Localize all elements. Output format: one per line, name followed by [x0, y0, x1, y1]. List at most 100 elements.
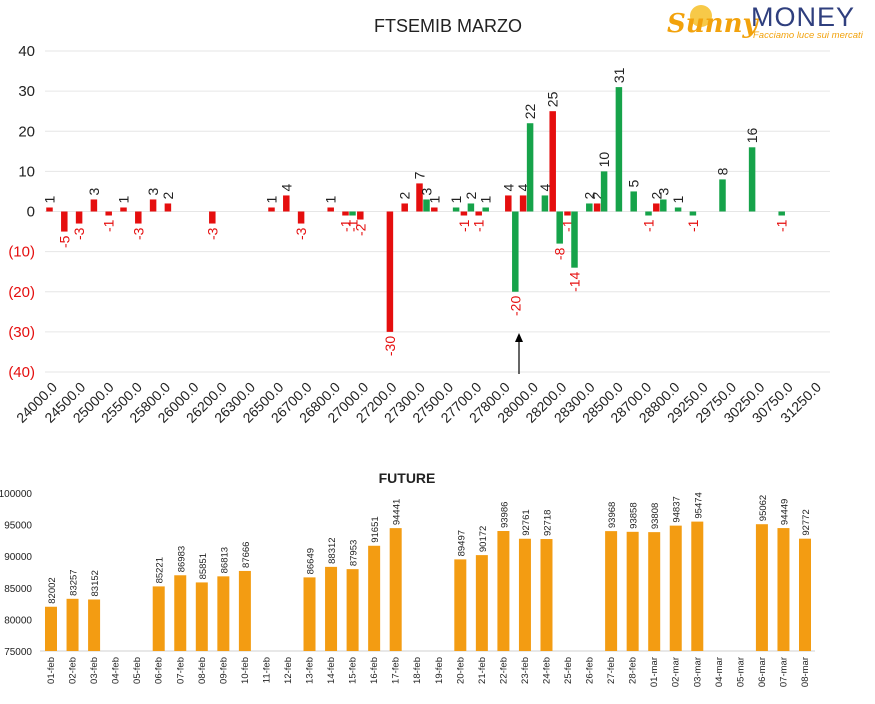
data-label: 2 — [397, 191, 413, 199]
bar-red — [297, 211, 305, 224]
x-tick-label: 03-feb — [89, 657, 100, 684]
y-tick-label: 10 — [18, 163, 35, 180]
data-label: 83152 — [90, 570, 101, 596]
bar-future — [389, 528, 402, 651]
x-tick-label: 06-mar — [757, 657, 768, 687]
x-tick-label: 18-feb — [412, 657, 423, 684]
x-tick-label: 02-mar — [671, 657, 682, 687]
x-tick-label: 19-feb — [434, 657, 445, 684]
bar-green — [452, 207, 460, 212]
data-label: 1 — [42, 195, 58, 203]
x-tick-label: 10-feb — [240, 657, 251, 684]
bar-red — [505, 195, 512, 212]
data-label: 1 — [448, 195, 464, 203]
bar-future — [45, 606, 57, 651]
y-tick-label: 20 — [18, 123, 35, 140]
logo-brand-sunny: Sunny — [667, 9, 759, 39]
y-tick-label: 40 — [18, 43, 35, 60]
bar-red — [357, 211, 364, 220]
data-label: 25 — [545, 91, 561, 107]
bar-green — [615, 87, 623, 212]
logo-brand-money: MONEY — [751, 2, 855, 32]
options-chart: FTSEMIB MARZO 40 30 20 10 0 (10) (20) (30) (40) 1 -… — [8, 16, 830, 426]
bar-future — [174, 575, 187, 651]
bar-red — [75, 211, 83, 224]
data-label: 93808 — [650, 503, 661, 529]
bar-green — [660, 199, 667, 212]
bar-red — [283, 195, 290, 212]
bar-future — [368, 545, 381, 651]
data-label: -30 — [382, 336, 398, 356]
x-tick-label: 25-feb — [563, 657, 574, 684]
data-label: -5 — [56, 235, 72, 248]
bar-green — [719, 179, 726, 212]
data-label: 1 — [426, 195, 442, 203]
data-label: 3 — [419, 187, 435, 195]
x-tick-label: 07-mar — [778, 657, 789, 687]
x-tick-label: 07-feb — [175, 657, 186, 684]
data-label: 8 — [715, 167, 731, 175]
data-label: 85221 — [155, 557, 166, 583]
bar-red — [61, 211, 68, 232]
data-label: 86983 — [176, 546, 187, 572]
bar-red — [564, 211, 571, 216]
x-tick-label: 17-feb — [391, 657, 402, 684]
data-label: 86649 — [306, 548, 317, 574]
bar-future — [88, 599, 101, 651]
data-label: 3 — [86, 187, 102, 195]
bar-future — [195, 582, 208, 651]
data-label: 93968 — [607, 502, 618, 528]
chart-title: FTSEMIB MARZO — [374, 16, 522, 36]
data-label: 2 — [648, 191, 664, 199]
bar-future — [518, 538, 531, 651]
bar-future — [454, 559, 467, 651]
x-tick-label: 05-mar — [735, 657, 746, 687]
bar-future — [626, 531, 639, 651]
bar-green — [630, 191, 637, 212]
x-tick-label: 02-feb — [68, 657, 79, 684]
bar-red — [46, 207, 53, 212]
x-tick-label: 01-feb — [46, 657, 57, 684]
bar-red — [519, 195, 527, 212]
y-tick-label: 90000 — [4, 552, 32, 563]
y-tick-label: (40) — [8, 364, 35, 381]
bar-red — [460, 211, 468, 216]
data-label: 2 — [581, 191, 597, 199]
data-label: 86813 — [219, 547, 230, 573]
bar-green — [586, 203, 593, 212]
data-label: 2 — [463, 191, 479, 199]
bar-red — [401, 203, 408, 212]
x-tick-label: 21-feb — [477, 657, 488, 684]
data-label: -2 — [352, 223, 368, 236]
bar-future — [648, 532, 661, 651]
data-label: 92718 — [542, 510, 553, 536]
data-label: 2 — [589, 191, 605, 199]
data-label: 95062 — [758, 495, 769, 521]
data-label: 1 — [670, 195, 686, 203]
sunny-money-logo: Sunny MONEY Facciamo luce sui mercati — [667, 2, 864, 41]
bar-future — [540, 539, 553, 651]
data-label: -8 — [552, 247, 568, 260]
data-label: 91651 — [370, 516, 381, 542]
bar-red — [386, 211, 394, 332]
sun-icon — [690, 5, 712, 27]
bar-green — [556, 211, 563, 244]
bar-red — [105, 211, 112, 216]
bar-green — [526, 123, 534, 212]
bar-green — [645, 211, 652, 216]
data-label: -14 — [567, 271, 583, 291]
bar-red — [90, 199, 98, 212]
data-label: -3 — [130, 227, 146, 240]
bar-future — [605, 531, 618, 651]
bar-green — [689, 211, 697, 216]
data-label: 4 — [500, 183, 516, 191]
bar-red — [549, 111, 556, 212]
bar-green — [748, 147, 756, 212]
x-tick-label: 23-feb — [520, 657, 531, 684]
data-label: 83257 — [69, 569, 80, 595]
x-tick-label: 13-feb — [305, 657, 316, 684]
bar-red — [135, 211, 142, 224]
x-tick-label: 26-feb — [585, 657, 596, 684]
data-label: -1 — [338, 219, 354, 232]
